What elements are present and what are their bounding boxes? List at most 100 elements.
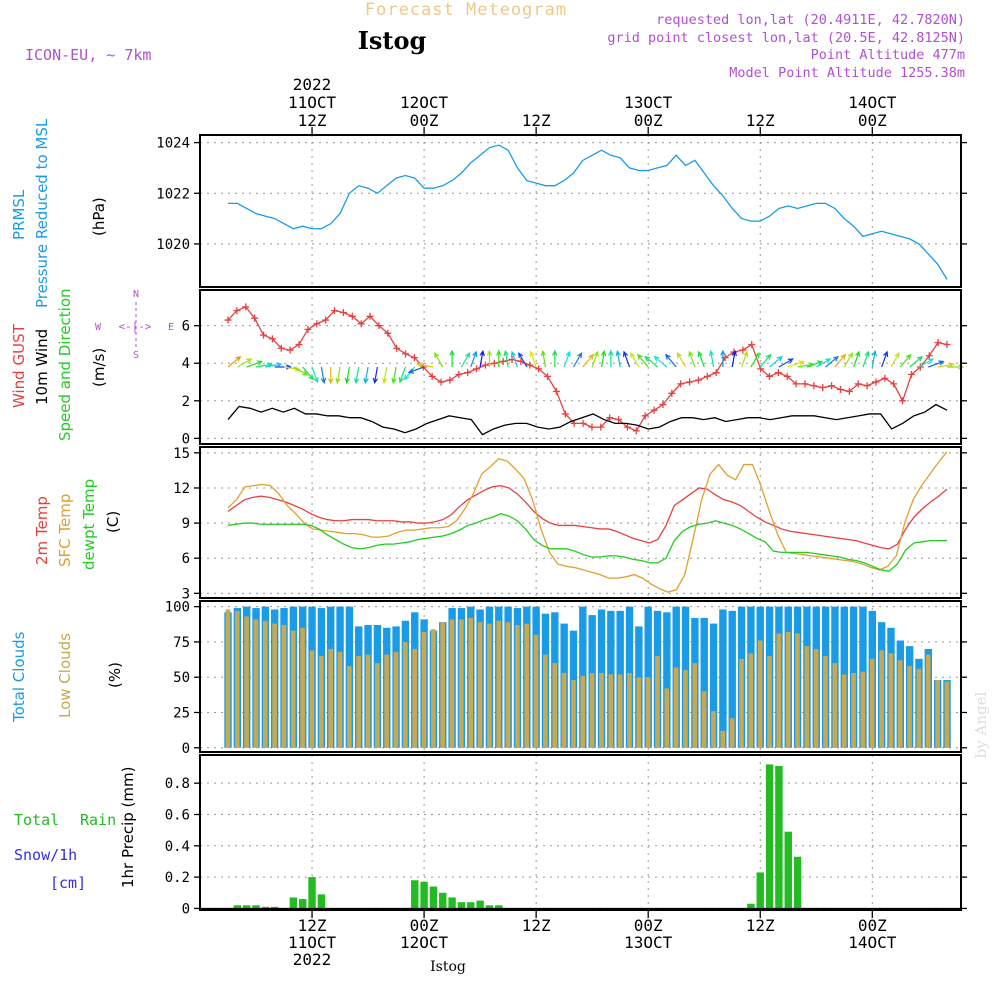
low-cloud-bar [832,663,838,748]
gust-marker [339,309,347,317]
precip-bar [308,877,316,909]
wind-direction-arrow [460,351,471,368]
y-tick-label: 3 [182,586,190,602]
precip-bar [270,906,279,909]
gust-marker [659,401,667,409]
y-tick-label: 0.4 [165,839,190,855]
gust-marker [224,316,232,324]
gust-marker [446,376,454,384]
time-label-top: 12Z [746,111,775,130]
wind-direction-arrow [928,360,945,368]
low-cloud-bar [907,665,912,748]
gust-marker [739,346,747,354]
precip-bar [747,903,755,909]
wind-direction-arrow [890,351,900,368]
low-cloud-bar [701,691,707,748]
wind-direction-arrow [708,349,715,368]
low-cloud-bar [888,653,894,748]
wind-direction-arrow [899,353,912,368]
low-cloud-bar [664,688,670,748]
gust-marker [233,307,241,315]
wind-unit: (m/s) [90,348,108,387]
wind-direction-arrow [788,360,805,368]
y-tick-label: 0 [182,741,190,757]
low-cloud-bar [431,629,436,748]
wind-direction-arrow [815,358,832,368]
low-cloud-bar [589,672,595,748]
wind-direction-arrow [274,364,293,370]
wind-direction-arrow [320,366,327,385]
y-tick-label: 6 [182,319,190,335]
low-cloud-bar [655,656,660,748]
requested-coords: requested lon,lat (20.4911E, 42.7820N) [656,12,965,28]
wind-direction-arrow [470,350,478,368]
low-cloud-bar [617,674,623,748]
wind-direction-arrow [720,349,726,367]
gust-marker [934,339,942,347]
low-cloud-bar [673,667,679,748]
gust-marker [907,371,915,379]
2m-temp-line [227,484,948,550]
gust-marker [437,378,445,386]
low-cloud-bar [571,680,576,748]
gust-marker [845,387,853,395]
precip-label-cm: [cm] [50,874,86,892]
gust-marker [801,380,809,388]
panel-frame [199,134,962,288]
low-cloud-bar [692,663,698,748]
panel-frame [199,600,962,753]
low-cloud-bar [384,654,389,748]
gust-marker [286,346,294,354]
precip-bar [793,856,802,909]
gust-marker [615,416,623,424]
low-cloud-bar [944,681,950,748]
gust-marker [712,369,720,377]
wind-direction-arrow [311,366,319,384]
wind-direction-arrow [806,360,824,368]
wind-labels: Wind GUST 10m Wind Speed and Direction (… [10,288,174,441]
gust-marker [313,320,321,328]
frame-layer [199,134,962,911]
time-label-top: 2022 [293,75,332,94]
precip-label-total: Total [14,811,59,829]
gust-marker [393,344,401,352]
time-label-bottom: 12Z [746,916,775,935]
low-cloud-bar [309,650,315,748]
wind-direction-arrow [328,367,334,385]
gust-marker [277,344,285,352]
gust-marker [881,374,889,382]
gust-marker [428,372,436,380]
header-title-faint: Forecast Meteogram [365,0,567,20]
gust-marker [606,414,614,422]
wind-direction-arrow [759,353,772,368]
wind-label-speed-dir: Speed and Direction [56,288,74,441]
compass-s: S [133,350,139,361]
low-cloud-bar [552,663,558,748]
wind-direction-arrow [622,350,631,368]
wind-direction-arrow [615,349,621,368]
precip-bar [485,905,494,909]
time-label-top: 14OCT [848,93,897,112]
wind-label-gust: Wind GUST [10,323,28,408]
gust-marker [774,369,782,377]
wind-direction-arrow [382,366,388,385]
wind-direction-arrow [293,366,309,376]
low-cloud-bar [412,648,417,748]
low-cloud-bar [767,656,772,748]
gust-marker [455,371,463,379]
gust-marker [694,376,702,384]
axis-layer: 10201022102402463691215025507510000.20.4… [156,75,967,969]
grid-point-coords: grid point closest lon,lat (20.5E, 42.81… [607,30,965,46]
low-cloud-bar [869,658,875,748]
wind-direction-arrow [407,366,425,374]
low-cloud-bar [841,674,847,748]
low-cloud-bar [281,624,287,748]
low-cloud-bar [533,634,539,748]
gust-marker [890,380,898,388]
data-layer [200,144,965,910]
low-cloud-bar [440,622,445,748]
low-cloud-bar [524,623,530,748]
total-cloud-bar [728,610,736,748]
wind-direction-arrow [697,350,705,368]
